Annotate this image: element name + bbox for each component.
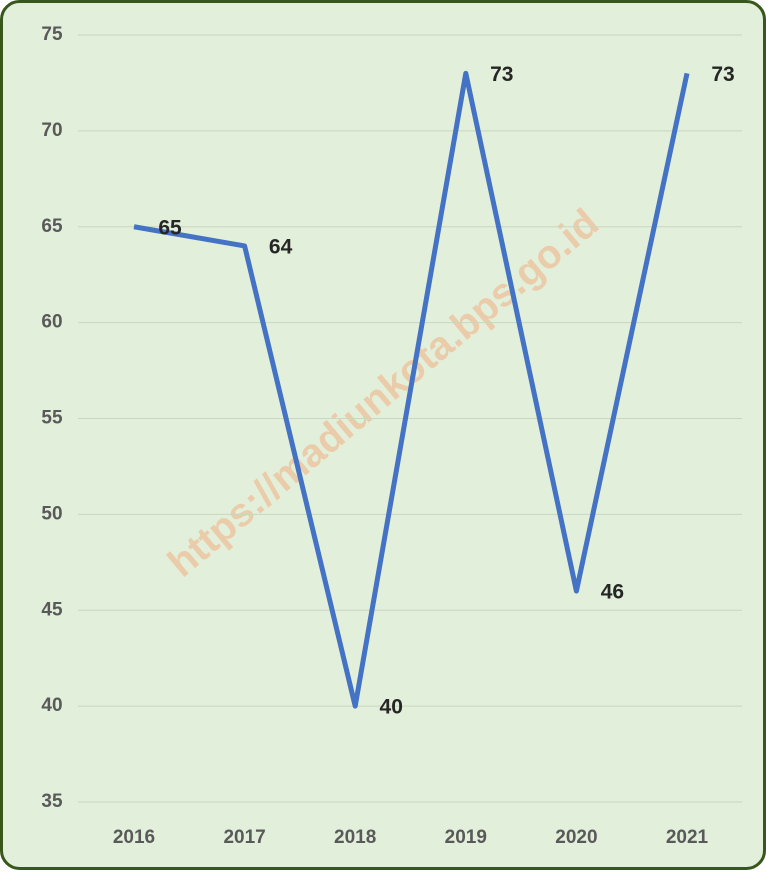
- y-tick-label: 65: [41, 216, 63, 237]
- data-label: 73: [711, 63, 734, 86]
- y-tick-label: 40: [41, 695, 62, 716]
- y-tick-label: 35: [41, 791, 63, 812]
- y-tick-label: 75: [41, 24, 63, 45]
- data-label: 65: [158, 216, 182, 239]
- y-tick-label: 70: [41, 120, 62, 141]
- y-tick-label: 50: [41, 503, 62, 524]
- x-tick-label: 2019: [445, 827, 487, 848]
- y-tick-label: 45: [41, 599, 63, 620]
- line: [133, 70, 690, 709]
- data-label: 46: [601, 581, 624, 604]
- x-tick-label: 2020: [555, 827, 597, 848]
- data-label: 64: [269, 235, 293, 258]
- x-tick-label: 2017: [223, 827, 265, 848]
- x-tick-label: 2018: [334, 827, 376, 848]
- y-tick-label: 55: [41, 408, 63, 429]
- data-label: 73: [490, 63, 513, 86]
- data-label: 40: [380, 696, 403, 719]
- x-tick-label: 2021: [666, 827, 709, 848]
- y-tick-label: 60: [41, 312, 62, 333]
- x-tick-label: 2016: [113, 827, 155, 848]
